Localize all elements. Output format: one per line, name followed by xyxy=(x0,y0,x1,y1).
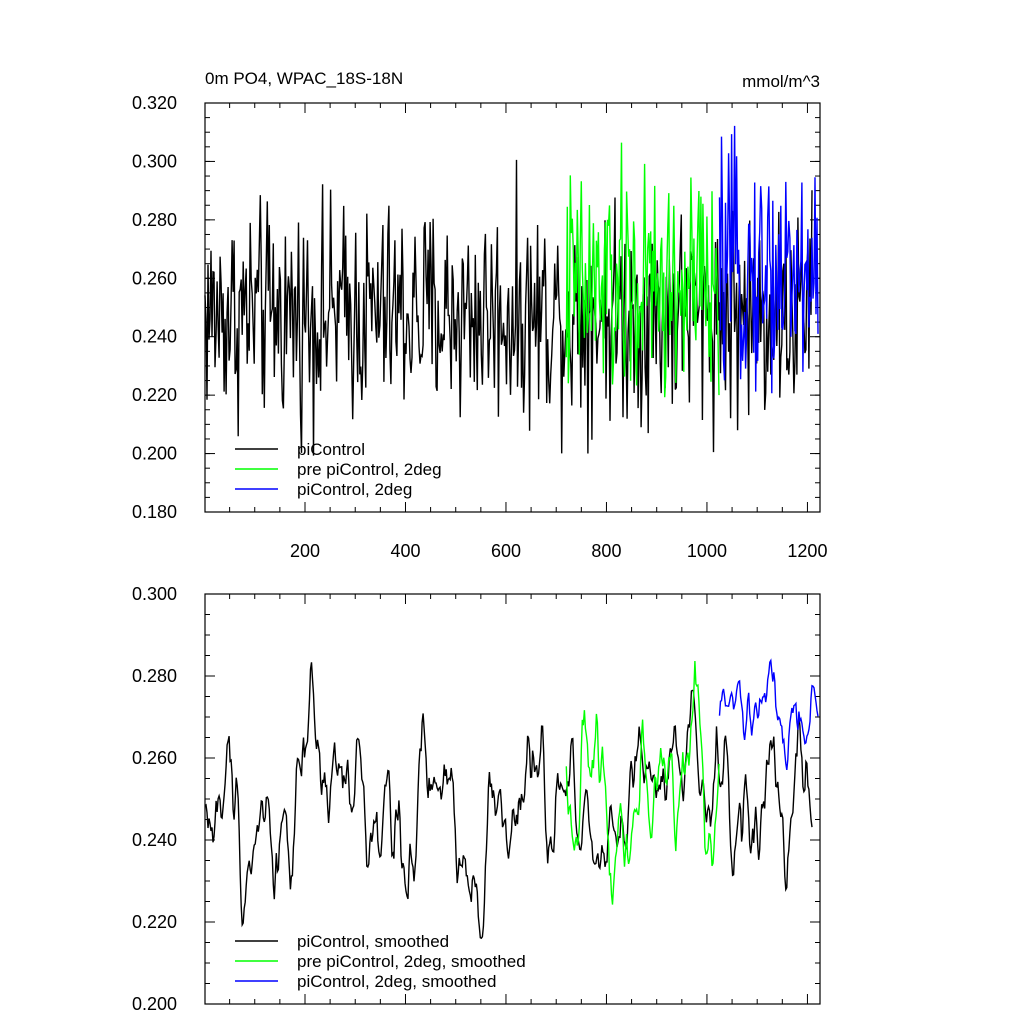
x-tick-label: 200 xyxy=(290,541,320,561)
top-ticks xyxy=(205,102,820,513)
y-tick-label: 0.280 xyxy=(132,210,177,230)
legend-label: piControl, 2deg xyxy=(297,480,412,499)
top-series-lines xyxy=(204,125,819,456)
legend-label: pre piControl, 2deg xyxy=(297,460,442,479)
y-tick-label: 0.260 xyxy=(132,268,177,288)
top-chart-title: 0m PO4, WPAC_18S-18N xyxy=(205,69,403,88)
x-tick-label: 400 xyxy=(390,541,420,561)
legend-label: piControl xyxy=(297,440,365,459)
y-tick-label: 0.280 xyxy=(132,666,177,686)
top-y-tick-labels: 0.320 0.300 0.280 0.260 0.240 0.220 0.200 0.180 xyxy=(132,93,177,522)
legend-label: pre piControl, 2deg, smoothed xyxy=(297,952,526,971)
bottom-series-lines xyxy=(204,658,819,940)
legend-label: piControl, 2deg, smoothed xyxy=(297,972,496,991)
y-tick-label: 0.240 xyxy=(132,830,177,850)
y-tick-label: 0.220 xyxy=(132,385,177,405)
x-tick-label: 800 xyxy=(591,541,621,561)
series-line xyxy=(204,662,813,940)
series-line xyxy=(565,142,720,398)
top-plot-frame xyxy=(204,102,821,513)
x-tick-label: 600 xyxy=(491,541,521,561)
y-tick-label: 0.320 xyxy=(132,93,177,113)
bottom-y-tick-labels: 0.300 0.280 0.260 0.240 0.220 0.200 xyxy=(132,584,177,1014)
legend-label: piControl, smoothed xyxy=(297,932,449,951)
top-panel: 0m PO4, WPAC_18S-18N mmol/m^3 0.320 0.300… xyxy=(132,69,828,561)
y-tick-label: 0.260 xyxy=(132,748,177,768)
x-tick-label: 1200 xyxy=(787,541,827,561)
bottom-plot-frame xyxy=(204,593,821,1005)
x-tick-label: 1000 xyxy=(687,541,727,561)
series-line xyxy=(718,658,819,771)
y-tick-label: 0.200 xyxy=(132,444,177,464)
bottom-panel: 0.300 0.280 0.260 0.240 0.220 0.200 piControl… xyxy=(132,584,821,1014)
y-tick-label: 0.300 xyxy=(132,584,177,604)
y-tick-label: 0.220 xyxy=(132,912,177,932)
series-line xyxy=(565,660,720,905)
y-tick-label: 0.180 xyxy=(132,502,177,522)
y-tick-label: 0.240 xyxy=(132,327,177,347)
series-line xyxy=(718,125,819,394)
top-x-tick-labels: 200 400 600 800 1000 1200 xyxy=(290,541,827,561)
top-chart-units: mmol/m^3 xyxy=(742,72,820,91)
y-tick-label: 0.200 xyxy=(132,994,177,1014)
y-tick-label: 0.300 xyxy=(132,151,177,171)
